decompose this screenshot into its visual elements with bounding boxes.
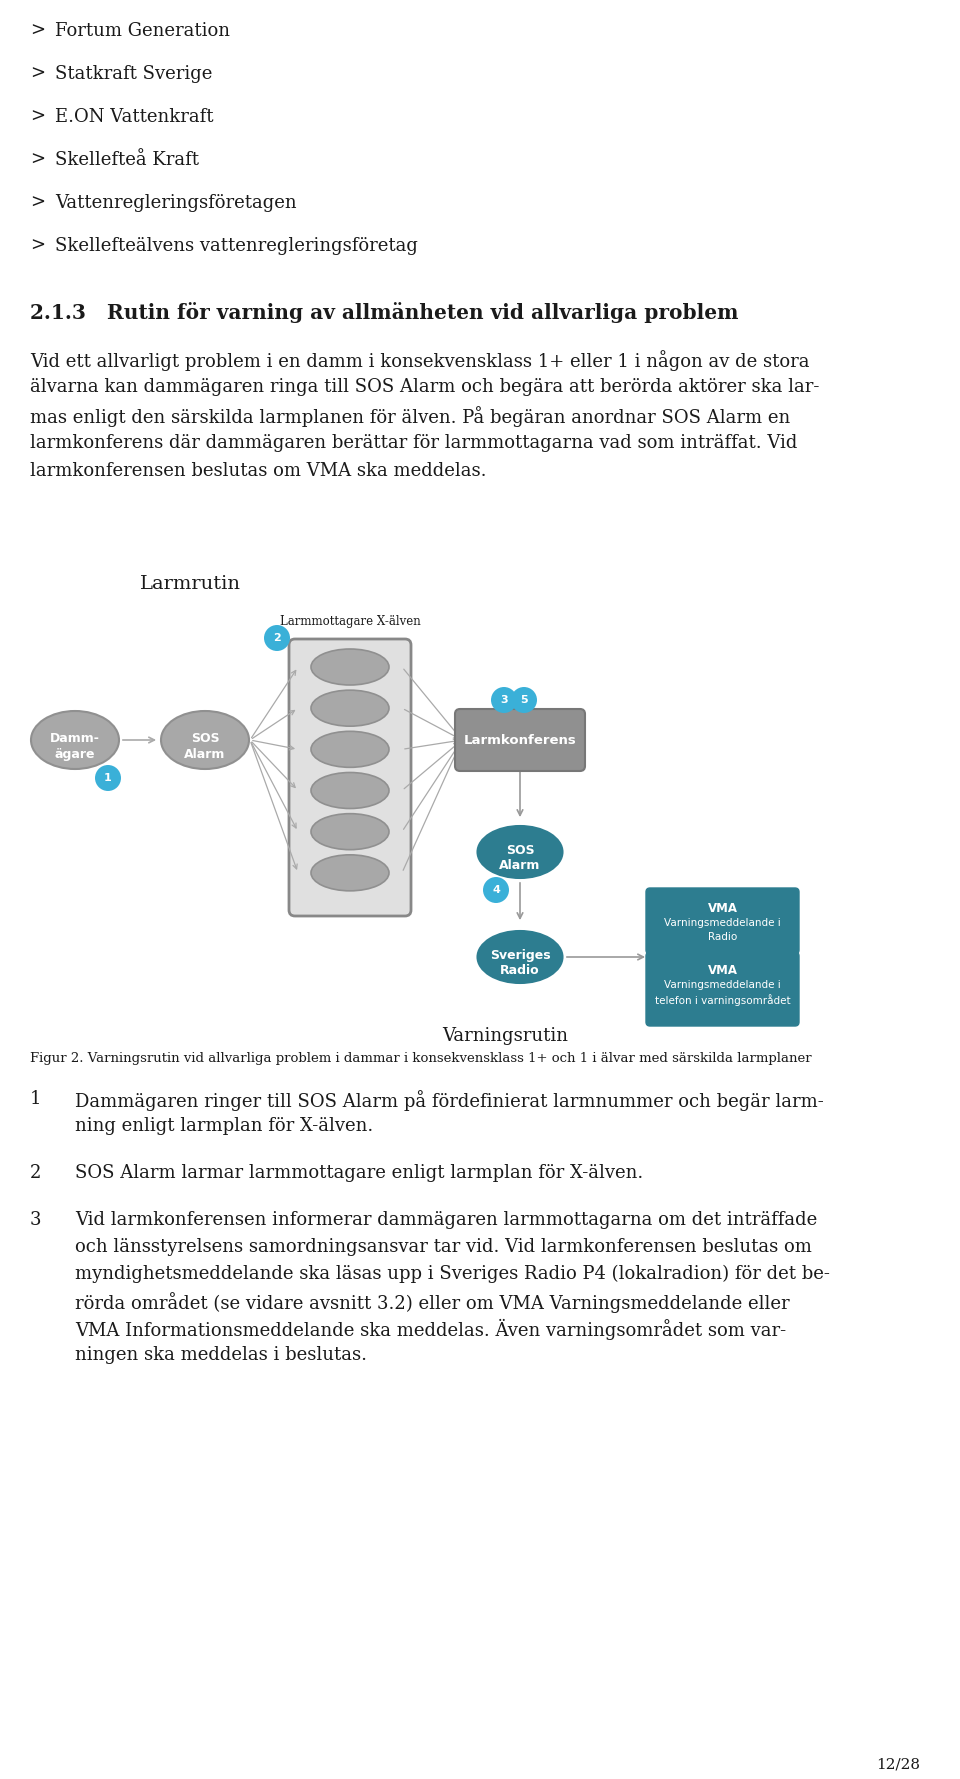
Text: myndighetsmeddelande ska läsas upp i Sveriges Radio P4 (lokalradion) för det be-: myndighetsmeddelande ska läsas upp i Sve… — [75, 1265, 829, 1283]
Circle shape — [264, 624, 290, 651]
Text: Radio: Radio — [500, 964, 540, 977]
Text: ägare: ägare — [55, 747, 95, 761]
Text: E.ON Vattenkraft: E.ON Vattenkraft — [55, 109, 213, 126]
Text: VMA: VMA — [708, 964, 737, 977]
Text: 12/28: 12/28 — [876, 1758, 920, 1772]
Text: Larmrutin: Larmrutin — [140, 575, 241, 592]
Ellipse shape — [311, 813, 389, 850]
Ellipse shape — [311, 649, 389, 685]
Text: SOS Alarm larmar larmmottagare enligt larmplan för X-älven.: SOS Alarm larmar larmmottagare enligt la… — [75, 1163, 643, 1181]
Text: 2: 2 — [274, 633, 281, 642]
Text: Varningsrutin: Varningsrutin — [442, 1026, 568, 1044]
Text: >: > — [30, 21, 45, 39]
Text: älvarna kan dammägaren ringa till SOS Alarm och begära att berörda aktörer ska l: älvarna kan dammägaren ringa till SOS Al… — [30, 377, 820, 397]
Text: mas enligt den särskilda larmplanen för älven. På begäran anordnar SOS Alarm en: mas enligt den särskilda larmplanen för … — [30, 406, 790, 427]
Text: 3: 3 — [500, 696, 508, 704]
Text: Figur 2. Varningsrutin vid allvarliga problem i dammar i konsekvensklass 1+ och : Figur 2. Varningsrutin vid allvarliga pr… — [30, 1051, 811, 1066]
Text: SOS: SOS — [191, 731, 219, 745]
Circle shape — [483, 877, 509, 904]
Text: Vid ett allvarligt problem i en damm i konsekvensklass 1+ eller 1 i någon av de : Vid ett allvarligt problem i en damm i k… — [30, 350, 809, 372]
Text: larmkonferensen beslutas om VMA ska meddelas.: larmkonferensen beslutas om VMA ska medd… — [30, 463, 487, 480]
Text: rörda området (se vidare avsnitt 3.2) eller om VMA Varningsmeddelande eller: rörda området (se vidare avsnitt 3.2) el… — [75, 1292, 790, 1313]
Text: telefon i varningsområdet: telefon i varningsområdet — [655, 994, 790, 1005]
Text: Statkraft Sverige: Statkraft Sverige — [55, 66, 212, 84]
Text: >: > — [30, 109, 45, 126]
Text: VMA: VMA — [708, 902, 737, 914]
FancyBboxPatch shape — [646, 888, 799, 954]
Text: Larmmottagare X-älven: Larmmottagare X-älven — [279, 616, 420, 628]
Text: SOS: SOS — [506, 843, 535, 857]
Ellipse shape — [31, 712, 119, 769]
Text: Dammägaren ringer till SOS Alarm på fördefinierat larmnummer och begär larm-: Dammägaren ringer till SOS Alarm på förd… — [75, 1091, 824, 1110]
Text: Varningsmeddelande i: Varningsmeddelande i — [664, 980, 780, 989]
Text: >: > — [30, 194, 45, 212]
Text: 4: 4 — [492, 884, 500, 895]
Text: ning enligt larmplan för X-älven.: ning enligt larmplan för X-älven. — [75, 1117, 373, 1135]
Ellipse shape — [311, 731, 389, 767]
Text: Vattenregleringsföretagen: Vattenregleringsföretagen — [55, 194, 297, 212]
Text: Varningsmeddelande i: Varningsmeddelande i — [664, 918, 780, 929]
Ellipse shape — [311, 690, 389, 726]
Text: Alarm: Alarm — [184, 747, 226, 761]
FancyBboxPatch shape — [646, 952, 799, 1026]
Text: Skellefteälvens vattenregleringsföretag: Skellefteälvens vattenregleringsföretag — [55, 237, 418, 254]
Text: VMA Informationsmeddelande ska meddelas. Även varningsområdet som var-: VMA Informationsmeddelande ska meddelas.… — [75, 1318, 786, 1340]
Text: Damm-: Damm- — [50, 731, 100, 745]
Text: Fortum Generation: Fortum Generation — [55, 21, 230, 39]
Ellipse shape — [477, 930, 563, 984]
Circle shape — [95, 765, 121, 792]
Text: Sveriges: Sveriges — [490, 948, 550, 962]
Ellipse shape — [311, 856, 389, 891]
Text: ningen ska meddelas i beslutas.: ningen ska meddelas i beslutas. — [75, 1347, 367, 1364]
Text: >: > — [30, 151, 45, 169]
FancyBboxPatch shape — [455, 710, 585, 770]
Text: 5: 5 — [520, 696, 528, 704]
Ellipse shape — [477, 825, 563, 879]
Text: larmkonferens där dammägaren berättar för larmmottagarna vad som inträffat. Vid: larmkonferens där dammägaren berättar fö… — [30, 434, 798, 452]
Ellipse shape — [161, 712, 249, 769]
Text: Alarm: Alarm — [499, 859, 540, 872]
Text: 2: 2 — [30, 1163, 41, 1181]
Circle shape — [511, 687, 537, 713]
Text: 3: 3 — [30, 1211, 41, 1229]
FancyBboxPatch shape — [289, 639, 411, 916]
Text: Radio: Radio — [708, 932, 737, 943]
Circle shape — [491, 687, 517, 713]
Text: >: > — [30, 66, 45, 84]
Text: och länsstyrelsens samordningsansvar tar vid. Vid larmkonferensen beslutas om: och länsstyrelsens samordningsansvar tar… — [75, 1238, 812, 1256]
Ellipse shape — [311, 772, 389, 808]
Text: 1: 1 — [30, 1091, 41, 1108]
Text: Vid larmkonferensen informerar dammägaren larmmottagarna om det inträffade: Vid larmkonferensen informerar dammägare… — [75, 1211, 817, 1229]
Text: Larmkonferens: Larmkonferens — [464, 733, 576, 747]
Text: >: > — [30, 237, 45, 254]
Text: 1: 1 — [104, 774, 112, 783]
Text: 2.1.3   Rutin för varning av allmänheten vid allvarliga problem: 2.1.3 Rutin för varning av allmänheten v… — [30, 302, 738, 324]
Text: Skellefteå Kraft: Skellefteå Kraft — [55, 151, 199, 169]
